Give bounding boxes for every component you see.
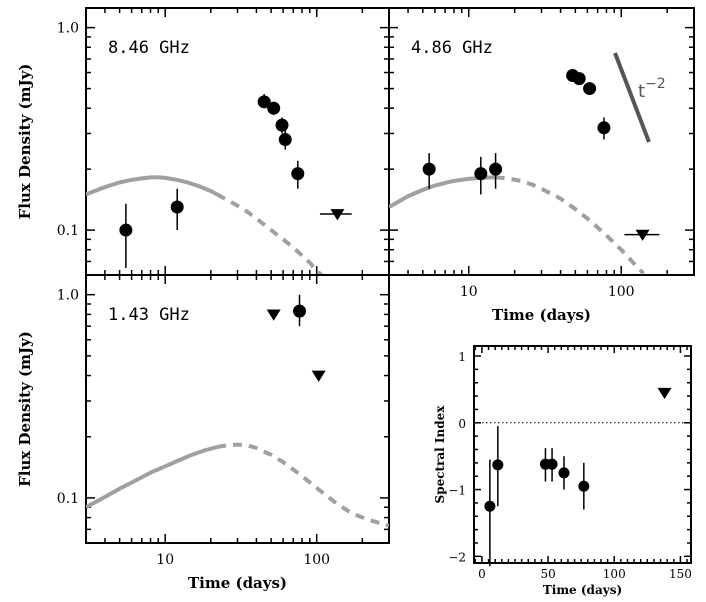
upper-limit-marker [311, 370, 326, 382]
y-axis-label: Flux Density (mJy) [16, 331, 34, 487]
data-point [293, 304, 307, 318]
data-point [267, 101, 281, 115]
x-tick-label: 100 [608, 284, 635, 300]
y-tick-label: −2 [448, 550, 466, 564]
x-tick-label: 100 [303, 552, 330, 568]
data-point [422, 162, 436, 176]
data-point [546, 458, 558, 470]
x-tick-label: 100 [603, 567, 626, 581]
power-law-exponent: −2 [645, 76, 666, 92]
y-tick-label: 0.1 [57, 491, 79, 507]
model-curve-solid [86, 445, 218, 509]
panel-bottom-left: 10 100 0.1 1.0 Time (days) Flux Density (mJy)… [16, 274, 390, 592]
x-axis-label: Time (days) [492, 306, 591, 324]
frequency-label: 1.43 GHz [108, 305, 190, 325]
model-curve-dashed [216, 442, 389, 528]
data-point [558, 467, 570, 479]
data-point [578, 480, 590, 492]
y-tick-label: 0 [458, 417, 466, 431]
data-point [119, 223, 133, 237]
power-law-label: t−2 [638, 76, 666, 102]
upper-limit-marker [657, 387, 672, 400]
data-point [170, 200, 184, 214]
data-point [492, 459, 504, 471]
x-tick-label: 10 [460, 284, 478, 300]
data-point [583, 82, 597, 96]
frequency-label: 8.46 GHz [108, 38, 190, 58]
y-tick-label: 1.0 [57, 21, 79, 37]
axes-frame [473, 345, 692, 564]
y-tick-label: 0.1 [57, 223, 79, 239]
data-point [484, 500, 496, 512]
data-point [474, 167, 488, 181]
panel-top-left: 0.1 1.0 Flux Density (mJy) 8.46 GHz [16, 7, 390, 276]
panel-bottom-right: 0 50 100 150 1 0 −1 −2 Time (days) Spectral Index [433, 345, 692, 597]
upper-limit-marker [330, 209, 345, 221]
y-tick-label: −1 [448, 484, 466, 498]
upper-limit-marker [635, 229, 650, 241]
x-axis-label: Time (days) [543, 583, 622, 597]
power-law-base: t [638, 81, 645, 102]
model-curve-dashed [216, 192, 325, 275]
x-tick-label: 50 [540, 567, 555, 581]
model-curve-dashed [495, 175, 645, 275]
y-tick-label: 1.0 [57, 288, 79, 304]
frequency-label: 4.86 GHz [411, 38, 493, 58]
data-point [275, 118, 289, 132]
y-axis-label: Spectral Index [433, 405, 447, 504]
data-point [597, 121, 611, 135]
data-point [257, 95, 271, 109]
model-curve-solid [389, 175, 496, 209]
panel-top-right: 10 100 Time (days) 4.86 GHz t−2 [388, 7, 695, 324]
data-point [278, 133, 292, 147]
data-point [489, 162, 503, 176]
y-axis-label: Flux Density (mJy) [16, 64, 34, 220]
power-law-slope-line [613, 52, 651, 143]
data-point [291, 167, 305, 181]
x-tick-label: 150 [669, 567, 692, 581]
x-axis-label: Time (days) [188, 574, 287, 592]
y-tick-label: 1 [458, 350, 466, 364]
x-tick-label: 0 [478, 567, 486, 581]
data-point [572, 72, 586, 86]
upper-limit-marker [266, 309, 281, 321]
x-tick-label: 10 [156, 552, 174, 568]
model-curve-solid [86, 175, 219, 197]
